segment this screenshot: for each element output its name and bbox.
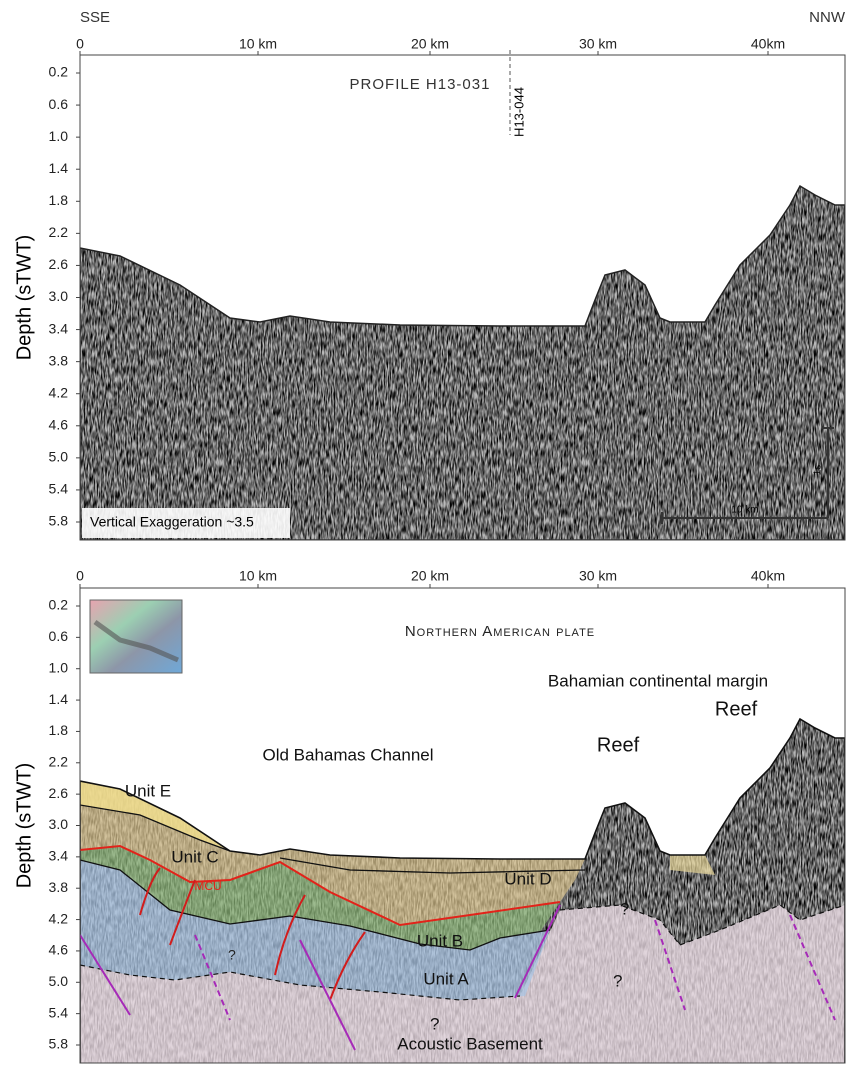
y-axis-label: Depth (sTWT) [13,763,35,889]
y-tick-label: 0.6 [49,628,69,644]
direction-left: SSE [80,9,110,26]
unit-label: Unit E [125,781,171,800]
plate-label: Northern American plate [405,623,595,640]
y-tick-label: 1.0 [49,128,69,144]
x-tick-label: 0 [76,568,84,584]
x-tick-label: 10 km [239,36,277,52]
y-axis-label: Depth (sTWT) [13,235,35,361]
profile-title: PROFILE H13-031 [350,76,491,93]
unit-b-fill [80,846,560,950]
y-tick-label: 4.6 [49,942,69,958]
question-mark: ? [613,971,622,990]
y-tick-label: 5.0 [49,973,69,989]
unit-label: Unit C [171,847,218,866]
y-tick-label: 2.2 [49,753,69,769]
y-tick-label: 0.2 [49,597,69,613]
basement-fill [80,905,845,1063]
question-mark: ? [430,1014,439,1033]
y-tick-label: 5.4 [49,481,69,497]
direction-right: NNW [809,9,846,26]
x-tick-label: 20 km [411,568,449,584]
y-tick-label: 3.4 [49,848,69,864]
y-tick-label: 0.6 [49,96,69,112]
scale-bar [661,427,834,524]
y-tick-label: 1.0 [49,659,69,675]
y-tick-label: 2.2 [49,224,69,240]
y-tick-label: 4.6 [49,416,69,432]
mcu-line [80,844,561,927]
question-mark: ? [620,899,629,918]
basement-label: Acoustic Basement [397,1034,543,1053]
unit-label: Unit A [423,969,469,988]
y-tick-label: 1.4 [49,691,69,707]
x-tick-label: 40km [751,36,785,52]
unit-label: Unit D [504,869,551,888]
inset-map [89,599,183,674]
unit-d-fill [670,855,715,875]
y-tick-label: 1.8 [49,722,69,738]
inset-island [93,619,179,663]
x-tick-label: 20 km [411,36,449,52]
question-mark: ? [228,947,236,963]
scale-horizontal: 10 km [731,505,758,516]
unit-e-fill [80,781,230,851]
y-tick-label: 4.2 [49,910,69,926]
y-tick-label: 5.4 [49,1004,69,1020]
reef-label: Reef [715,698,758,720]
y-tick-label: 1.4 [49,160,69,176]
y-tick-label: 5.0 [49,449,69,465]
y-tick-label: 4.2 [49,384,69,400]
y-tick-label: 5.8 [49,513,69,529]
mcu-label: MCU [194,879,221,893]
crossing-label: H13-044 [511,87,526,137]
x-tick-label: 10 km [239,568,277,584]
note: Vertical Exaggeration ~3.5 [90,514,254,530]
reef-label: Reef [597,734,640,756]
y-tick-label: 1.8 [49,192,69,208]
y-tick-label: 2.6 [49,785,69,801]
x-tick-label: 0 [76,36,84,52]
basement-top [80,904,845,1001]
y-tick-label: 3.0 [49,816,69,832]
unit-c-fill [80,781,585,925]
y-tick-label: 3.4 [49,320,69,336]
unit-label: Unit B [417,931,463,950]
scale-vertical: 1s [813,465,824,476]
y-tick-label: 3.8 [49,352,69,368]
margin-label: Bahamian continental margin [548,671,768,690]
x-tick-label: 30 km [579,568,617,584]
x-tick-label: 30 km [579,36,617,52]
seismic-top [80,55,845,540]
unit-a-fill [80,860,550,1000]
y-tick-label: 3.8 [49,879,69,895]
channel-label: Old Bahamas Channel [262,745,433,764]
y-tick-label: 5.8 [49,1036,69,1052]
x-tick-label: 40km [751,568,785,584]
y-tick-label: 3.0 [49,288,69,304]
seismic-bottom [80,588,845,1063]
y-tick-label: 2.6 [49,256,69,272]
note-box [82,508,290,538]
y-tick-label: 0.2 [49,64,69,80]
